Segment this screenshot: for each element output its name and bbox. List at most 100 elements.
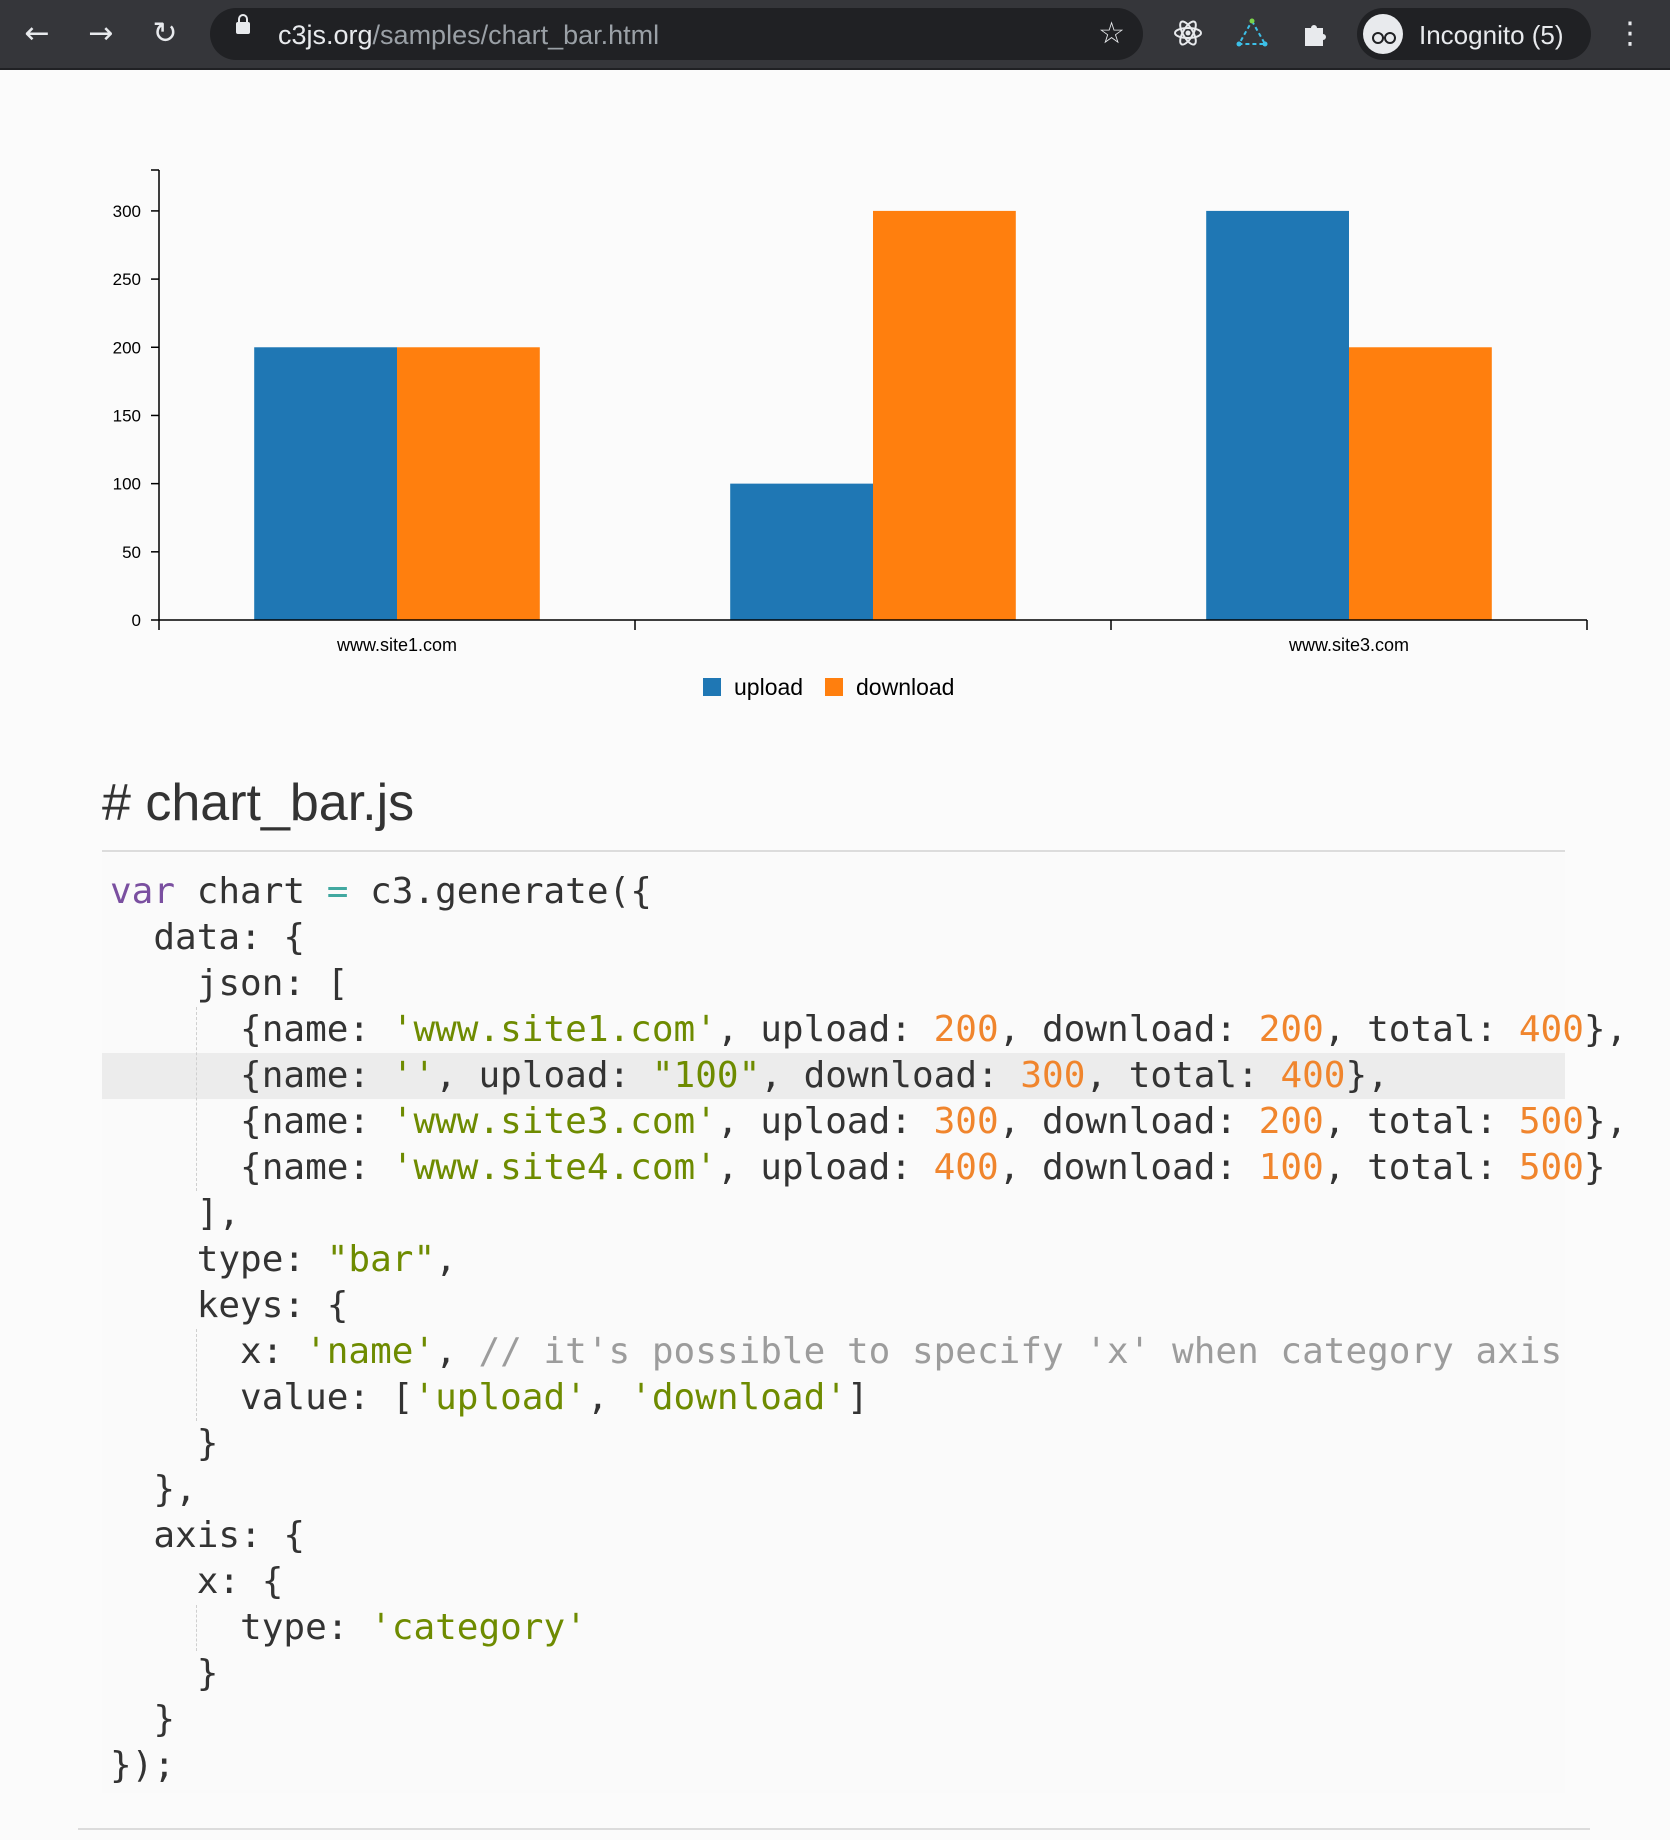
page-heading: # chart_bar.js	[102, 774, 415, 832]
code-line: var chart = c3.generate({	[102, 869, 1565, 915]
y-axis: 0 50 100 150 200 250 300	[113, 169, 160, 630]
y-tick-label: 200	[113, 338, 141, 357]
legend-label-download: download	[856, 674, 954, 700]
code-line: {name: 'www.site1.com', upload: 200, dow…	[102, 1007, 1627, 1053]
code-line: }	[102, 1697, 1565, 1743]
extension-triangle-icon[interactable]	[1229, 10, 1275, 56]
code-token: 200	[1258, 1101, 1324, 1142]
code-token: value: [	[110, 1377, 414, 1418]
code-token: keys: {	[110, 1285, 349, 1326]
code-token: , upload:	[435, 1055, 652, 1096]
code-line: ],	[102, 1191, 1565, 1237]
heading-divider	[102, 850, 1565, 852]
code-token: ,	[435, 1239, 457, 1280]
x-tick-label: www.site1.com	[336, 635, 457, 655]
code-token: 400	[933, 1147, 999, 1188]
code-line: json: [	[102, 961, 1565, 1007]
code-token: },	[1345, 1055, 1389, 1096]
code-token: ,	[586, 1377, 631, 1418]
code-line: type: 'category'	[102, 1605, 1565, 1651]
indent-guide	[196, 1007, 197, 1191]
code-token: },	[1583, 1101, 1628, 1142]
code-line: x: {	[102, 1559, 1565, 1605]
code-line: value: ['upload', 'download']	[102, 1375, 1565, 1421]
address-bar[interactable]: c3js.org/samples/chart_bar.html ☆	[210, 8, 1143, 60]
code-token: 400	[1280, 1055, 1346, 1096]
code-token: c3.generate({	[348, 871, 652, 912]
y-tick-label: 0	[132, 611, 141, 630]
code-token: type:	[110, 1607, 371, 1648]
x-tick-label: www.site3.com	[1288, 635, 1409, 655]
bar-upload	[254, 347, 397, 620]
code-token: , total:	[1085, 1055, 1281, 1096]
back-arrow-icon[interactable]: ←	[24, 15, 50, 51]
code-line: keys: {	[102, 1283, 1565, 1329]
incognito-profile-button[interactable]: Incognito (5)	[1357, 8, 1591, 60]
legend-swatch-upload	[703, 678, 721, 696]
code-token: , upload:	[716, 1009, 934, 1050]
forward-arrow-icon[interactable]: →	[88, 15, 114, 51]
code-token: chart	[175, 871, 327, 912]
code-line: axis: {	[102, 1513, 1565, 1559]
code-token: , download:	[998, 1101, 1259, 1142]
code-token: , total:	[1323, 1009, 1519, 1050]
code-token: , upload:	[716, 1101, 934, 1142]
code-block: var chart = c3.generate({ data: { json: …	[102, 853, 1627, 1793]
code-token: ],	[110, 1193, 241, 1234]
code-token: }	[110, 1653, 219, 1694]
y-tick-label: 300	[113, 202, 141, 221]
browser-toolbar: ← → ↻ c3js.org/samples/chart_bar.html ☆ …	[0, 0, 1670, 70]
code-token: {name:	[110, 1147, 392, 1188]
code-token: {name:	[110, 1101, 392, 1142]
code-token: var	[110, 871, 176, 912]
code-token: , total:	[1323, 1147, 1519, 1188]
code-token: data: {	[110, 917, 306, 958]
legend: upload download	[703, 674, 954, 700]
legend-swatch-download	[825, 678, 843, 696]
code-line: {name: '', upload: "100", download: 300,…	[102, 1053, 1565, 1099]
code-token: ]	[846, 1377, 869, 1418]
extensions-puzzle-icon[interactable]	[1293, 10, 1339, 56]
code-token: json: [	[110, 963, 349, 1004]
indent-guide	[196, 1605, 197, 1651]
bar-upload	[1206, 210, 1349, 620]
code-token: 300	[933, 1101, 999, 1142]
code-line: {name: 'www.site3.com', upload: 300, dow…	[102, 1099, 1627, 1145]
footer-divider	[78, 1828, 1590, 1830]
code-token: },	[110, 1469, 197, 1510]
code-token: , download:	[760, 1055, 1021, 1096]
bar-download	[1349, 347, 1492, 620]
code-token: },	[1583, 1009, 1628, 1050]
code-token: "bar"	[326, 1239, 436, 1280]
code-line: }	[102, 1421, 1565, 1467]
code-token: 'www.site4.com'	[391, 1147, 717, 1188]
code-token: "100"	[651, 1055, 761, 1096]
code-token: 'www.site1.com'	[391, 1009, 717, 1050]
code-token: x: {	[110, 1561, 284, 1602]
y-tick-label: 50	[122, 543, 141, 562]
code-token: }	[1583, 1147, 1606, 1188]
code-token: 'download'	[630, 1377, 847, 1418]
react-devtools-icon[interactable]	[1165, 10, 1211, 56]
code-line: {name: 'www.site4.com', upload: 400, dow…	[102, 1145, 1606, 1191]
code-token: }	[110, 1423, 219, 1464]
bookmark-star-icon[interactable]: ☆	[1098, 16, 1125, 51]
code-token: axis: {	[110, 1515, 306, 1556]
reload-icon[interactable]: ↻	[152, 15, 178, 51]
code-token: 'www.site3.com'	[391, 1101, 717, 1142]
incognito-label: Incognito (5)	[1419, 20, 1564, 50]
url-text[interactable]: c3js.org/samples/chart_bar.html	[278, 20, 659, 51]
code-token: x:	[110, 1331, 306, 1372]
code-token: 300	[1020, 1055, 1086, 1096]
code-line: x: 'name', // it's possible to specify '…	[102, 1329, 1565, 1375]
code-token: , download:	[998, 1147, 1259, 1188]
y-tick-label: 150	[113, 406, 141, 425]
code-token: 'upload'	[413, 1377, 587, 1418]
code-token: 'category'	[370, 1607, 587, 1648]
code-token: , download:	[998, 1009, 1259, 1050]
more-menu-icon[interactable]: ⋮	[1615, 15, 1645, 51]
lock-icon[interactable]	[236, 14, 250, 34]
bars	[254, 210, 1492, 620]
legend-label-upload: upload	[734, 674, 803, 700]
